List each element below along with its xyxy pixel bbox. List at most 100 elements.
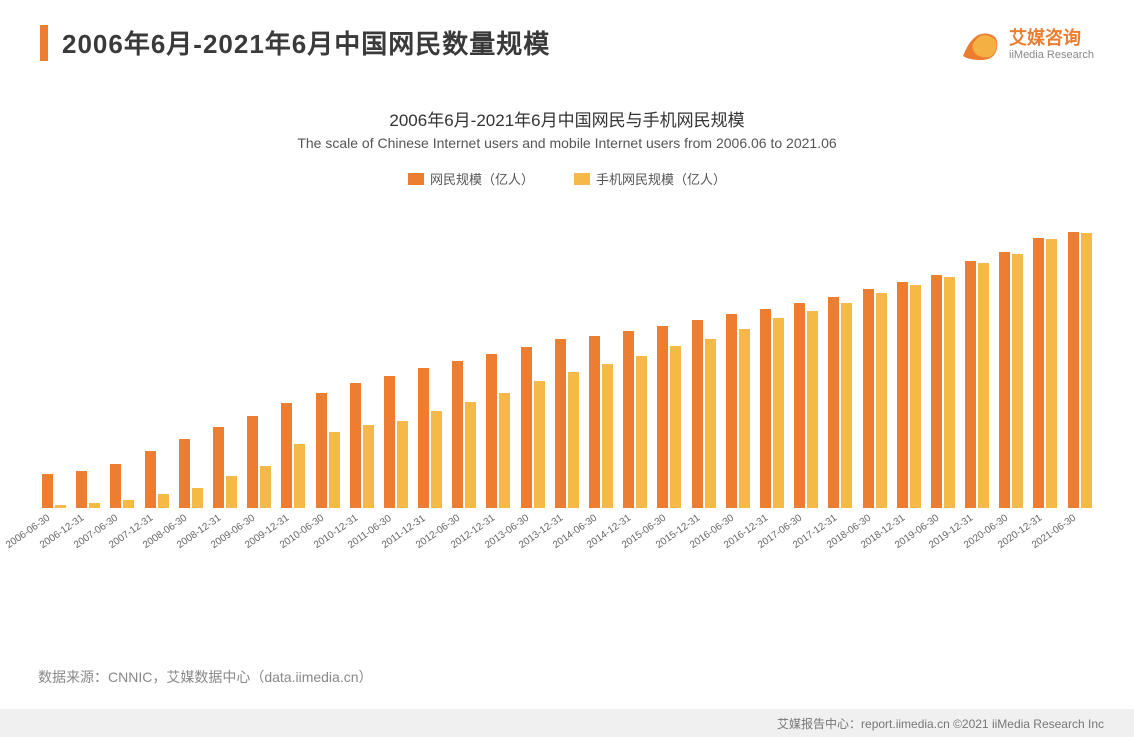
- bar-mobile: [1081, 233, 1092, 508]
- bar-mobile: [978, 263, 989, 508]
- bar-internet: [760, 309, 771, 508]
- bar-group: [519, 347, 547, 508]
- bar-internet: [555, 339, 566, 508]
- bar-group: [861, 289, 889, 508]
- bar-group: [450, 361, 478, 508]
- bar-internet: [179, 439, 190, 508]
- bar-mobile: [568, 372, 579, 508]
- bar-mobile: [226, 476, 237, 508]
- bar-internet: [110, 464, 121, 508]
- bar-mobile: [192, 488, 203, 508]
- bar-mobile: [363, 425, 374, 508]
- bar-mobile: [55, 505, 66, 508]
- bar-group: [279, 403, 307, 508]
- bar-group: [792, 303, 820, 508]
- bar-group: [929, 275, 957, 508]
- bar-group: [895, 282, 923, 508]
- bar-mobile: [1046, 239, 1057, 508]
- footer-bar: 艾媒报告中心：report.iimedia.cn ©2021 iiMedia R…: [0, 709, 1134, 737]
- bar-group: [553, 339, 581, 508]
- bar-group: [245, 416, 273, 508]
- chart-legend: 网民规模（亿人） 手机网民规模（亿人）: [40, 169, 1094, 188]
- brand-logo-en: iiMedia Research: [1009, 49, 1094, 61]
- legend-label-internet: 网民规模（亿人）: [430, 169, 534, 188]
- bar-internet: [418, 368, 429, 508]
- bar-internet: [726, 314, 737, 508]
- brand-logo-text: 艾媒咨询 iiMedia Research: [1009, 29, 1094, 61]
- bar-mobile: [329, 432, 340, 508]
- bar-mobile: [260, 466, 271, 508]
- bar-group: [143, 451, 171, 508]
- bar-mobile: [807, 311, 818, 508]
- bar-internet: [384, 376, 395, 508]
- bar-mobile: [670, 346, 681, 508]
- chart-x-labels: 2006-06-302006-12-312007-06-302007-12-31…: [40, 514, 1094, 604]
- bar-mobile: [397, 421, 408, 508]
- brand-logo-icon: [959, 24, 1001, 66]
- data-source: 数据来源：CNNIC，艾媒数据中心（data.iimedia.cn）: [38, 667, 373, 687]
- legend-swatch-mobile: [574, 173, 590, 185]
- bar-mobile: [534, 381, 545, 508]
- bar-mobile: [158, 494, 169, 508]
- bar-group: [484, 354, 512, 508]
- bar-group: [348, 383, 376, 508]
- bar-internet: [281, 403, 292, 508]
- legend-item-mobile: 手机网民规模（亿人）: [574, 169, 726, 188]
- bar-internet: [623, 331, 634, 508]
- bar-internet: [452, 361, 463, 508]
- bar-mobile: [944, 277, 955, 508]
- bar-internet: [1033, 238, 1044, 508]
- bar-internet: [213, 427, 224, 508]
- bar-mobile: [739, 329, 750, 508]
- bar-mobile: [465, 402, 476, 508]
- bar-mobile: [841, 303, 852, 508]
- bar-internet: [794, 303, 805, 508]
- bar-internet: [247, 416, 258, 508]
- bar-group: [108, 464, 136, 508]
- legend-swatch-internet: [408, 173, 424, 185]
- bar-group: [963, 261, 991, 508]
- chart-area: 2006年6月-2021年6月中国网民与手机网民规模 The scale of …: [0, 66, 1134, 604]
- title-wrap: 2006年6月-2021年6月中国网民数量规模: [40, 24, 550, 61]
- bar-internet: [316, 393, 327, 508]
- bar-group: [758, 309, 786, 508]
- bar-mobile: [123, 500, 134, 508]
- legend-label-mobile: 手机网民规模（亿人）: [596, 169, 726, 188]
- bar-mobile: [773, 318, 784, 508]
- bar-group: [1066, 232, 1094, 508]
- bar-group: [40, 474, 68, 508]
- bar-group: [177, 439, 205, 508]
- bar-internet: [931, 275, 942, 508]
- bar-mobile: [89, 503, 100, 508]
- bar-mobile: [602, 364, 613, 508]
- bar-group: [382, 376, 410, 508]
- bar-internet: [521, 347, 532, 508]
- header: 2006年6月-2021年6月中国网民数量规模 艾媒咨询 iiMedia Res…: [0, 0, 1134, 66]
- chart-bars: [40, 208, 1094, 508]
- bar-mobile: [636, 356, 647, 508]
- bar-group: [655, 326, 683, 508]
- bar-group: [416, 368, 444, 508]
- bar-group: [587, 336, 615, 508]
- bar-group: [690, 320, 718, 508]
- bar-internet: [350, 383, 361, 508]
- bar-group: [211, 427, 239, 508]
- bar-group: [724, 314, 752, 508]
- legend-item-internet: 网民规模（亿人）: [408, 169, 534, 188]
- bar-internet: [897, 282, 908, 508]
- brand-logo-cn: 艾媒咨询: [1009, 29, 1094, 49]
- brand-logo: 艾媒咨询 iiMedia Research: [959, 24, 1094, 66]
- chart-plot: [40, 208, 1094, 508]
- footer-text: 艾媒报告中心：report.iimedia.cn ©2021 iiMedia R…: [777, 715, 1104, 732]
- bar-internet: [76, 471, 87, 508]
- bar-group: [1031, 238, 1059, 508]
- bar-internet: [999, 252, 1010, 508]
- bar-group: [997, 252, 1025, 508]
- bar-internet: [657, 326, 668, 508]
- bar-mobile: [294, 444, 305, 508]
- bar-internet: [486, 354, 497, 508]
- page-title: 2006年6月-2021年6月中国网民数量规模: [62, 24, 550, 61]
- bar-internet: [145, 451, 156, 508]
- bar-internet: [965, 261, 976, 508]
- bar-mobile: [431, 411, 442, 508]
